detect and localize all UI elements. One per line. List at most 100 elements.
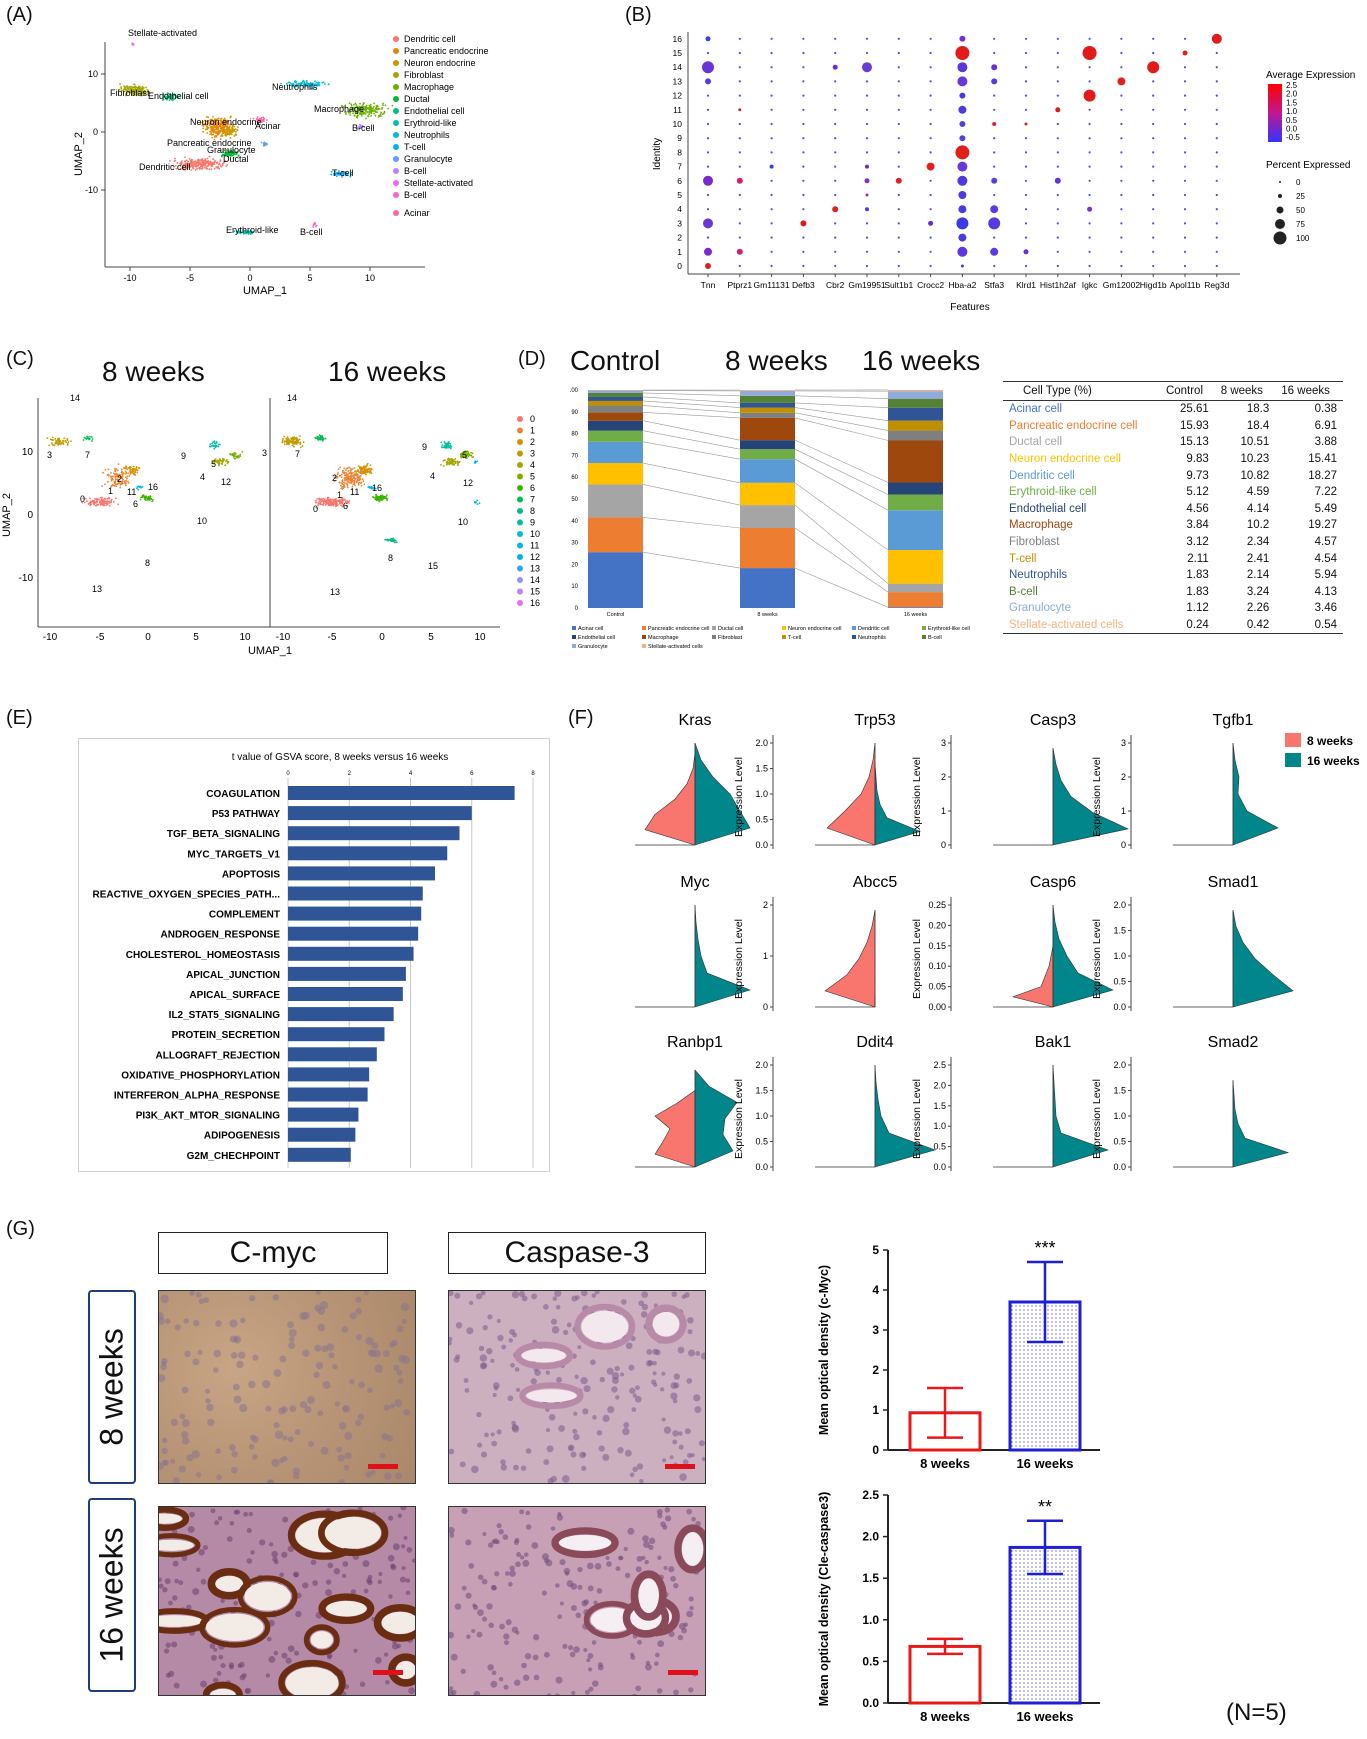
- nucleus: [197, 1349, 203, 1355]
- nucleus: [673, 1689, 679, 1695]
- nucleus: [543, 1459, 550, 1466]
- nucleus: [200, 1578, 207, 1585]
- legend-marker: [393, 144, 399, 150]
- nucleus: [657, 1555, 662, 1560]
- point: [219, 138, 222, 141]
- legend-marker: [393, 210, 399, 216]
- nucleus: [641, 1303, 649, 1311]
- dot: [738, 122, 741, 126]
- cell-type-name: Erythroid-like cell: [1009, 486, 1097, 499]
- umap-a-xlabel: UMAP_1: [243, 285, 287, 297]
- point: [316, 497, 319, 500]
- connector-line: [642, 405, 741, 414]
- point: [224, 153, 227, 156]
- legend-marker: [517, 531, 523, 537]
- point: [375, 106, 378, 109]
- point: [363, 465, 366, 468]
- dot: [1120, 151, 1123, 154]
- point: [329, 501, 332, 503]
- nucleus: [583, 1385, 591, 1393]
- nucleus: [481, 1578, 488, 1585]
- nucleus: [315, 1361, 324, 1370]
- point: [341, 479, 344, 481]
- gsva-bar: [288, 1067, 370, 1082]
- nucleus: [312, 1580, 318, 1586]
- point: [224, 151, 227, 154]
- dot: [1087, 206, 1093, 212]
- nucleus: [508, 1338, 514, 1343]
- nucleus: [408, 1687, 415, 1695]
- dot: [770, 236, 773, 239]
- nucleus: [369, 1349, 377, 1358]
- nucleus: [403, 1535, 408, 1541]
- point: [209, 443, 212, 446]
- dot: [1183, 208, 1187, 211]
- dot: [958, 205, 967, 214]
- nucleus: [326, 1343, 335, 1351]
- connector-line: [642, 430, 741, 450]
- gland-lumen: [244, 1582, 291, 1611]
- pathway-label: G2M_CHECHPOINT: [187, 1151, 280, 1162]
- dot: [864, 178, 870, 184]
- nucleus: [652, 1348, 659, 1355]
- table-row: Granulocyte 1.12 2.26 3.46: [1003, 600, 1343, 617]
- point: [209, 130, 212, 133]
- nucleus: [520, 1555, 525, 1560]
- nucleus: [592, 1680, 599, 1687]
- point: [315, 437, 317, 440]
- point: [281, 439, 284, 442]
- point: [344, 104, 347, 107]
- cluster-4: [440, 457, 461, 467]
- point: [447, 446, 449, 449]
- point: [99, 496, 102, 499]
- dot: [834, 151, 837, 154]
- legend-marker: [517, 542, 523, 549]
- point: [231, 453, 234, 455]
- nucleus: [396, 1325, 404, 1333]
- point: [385, 494, 388, 497]
- dot: [865, 222, 869, 225]
- point: [291, 444, 294, 447]
- neuron-endocrine-cluster: [222, 124, 239, 137]
- legend-marker: [517, 577, 523, 583]
- column-label-caspase3: Caspase-3: [448, 1232, 706, 1274]
- nucleus: [511, 1626, 519, 1633]
- nucleus: [488, 1622, 494, 1629]
- point: [205, 120, 208, 123]
- point: [354, 102, 357, 105]
- dot: [957, 76, 968, 87]
- nucleus: [230, 1352, 238, 1359]
- dot: [993, 137, 996, 140]
- dot: [1056, 37, 1059, 40]
- point: [287, 81, 290, 84]
- legend-marker: [517, 600, 523, 606]
- point: [353, 481, 356, 484]
- point: [212, 125, 215, 127]
- nucleus: [159, 1462, 164, 1470]
- point: [351, 485, 354, 488]
- point: [346, 504, 349, 507]
- nucleus: [534, 1369, 541, 1376]
- cluster-label: 10: [458, 517, 468, 527]
- dot: [802, 165, 805, 168]
- nucleus: [269, 1542, 274, 1547]
- nucleus: [573, 1411, 578, 1416]
- point: [112, 472, 115, 475]
- nucleus: [624, 1449, 632, 1457]
- cluster-label: 10: [197, 516, 207, 526]
- scale-bar: [668, 1670, 698, 1675]
- gsva-bar: [288, 1147, 351, 1162]
- nucleus: [165, 1318, 171, 1324]
- point: [331, 501, 334, 504]
- feature-label: Cbr2: [826, 280, 845, 290]
- dot: [993, 108, 996, 111]
- point: [340, 482, 343, 484]
- nucleus: [173, 1682, 180, 1689]
- point: [108, 504, 111, 507]
- nucleus: [672, 1439, 678, 1445]
- nucleus: [392, 1543, 400, 1551]
- cluster-label: 14: [70, 393, 80, 403]
- point: [202, 125, 205, 127]
- nucleus: [315, 1291, 321, 1296]
- point: [363, 470, 366, 473]
